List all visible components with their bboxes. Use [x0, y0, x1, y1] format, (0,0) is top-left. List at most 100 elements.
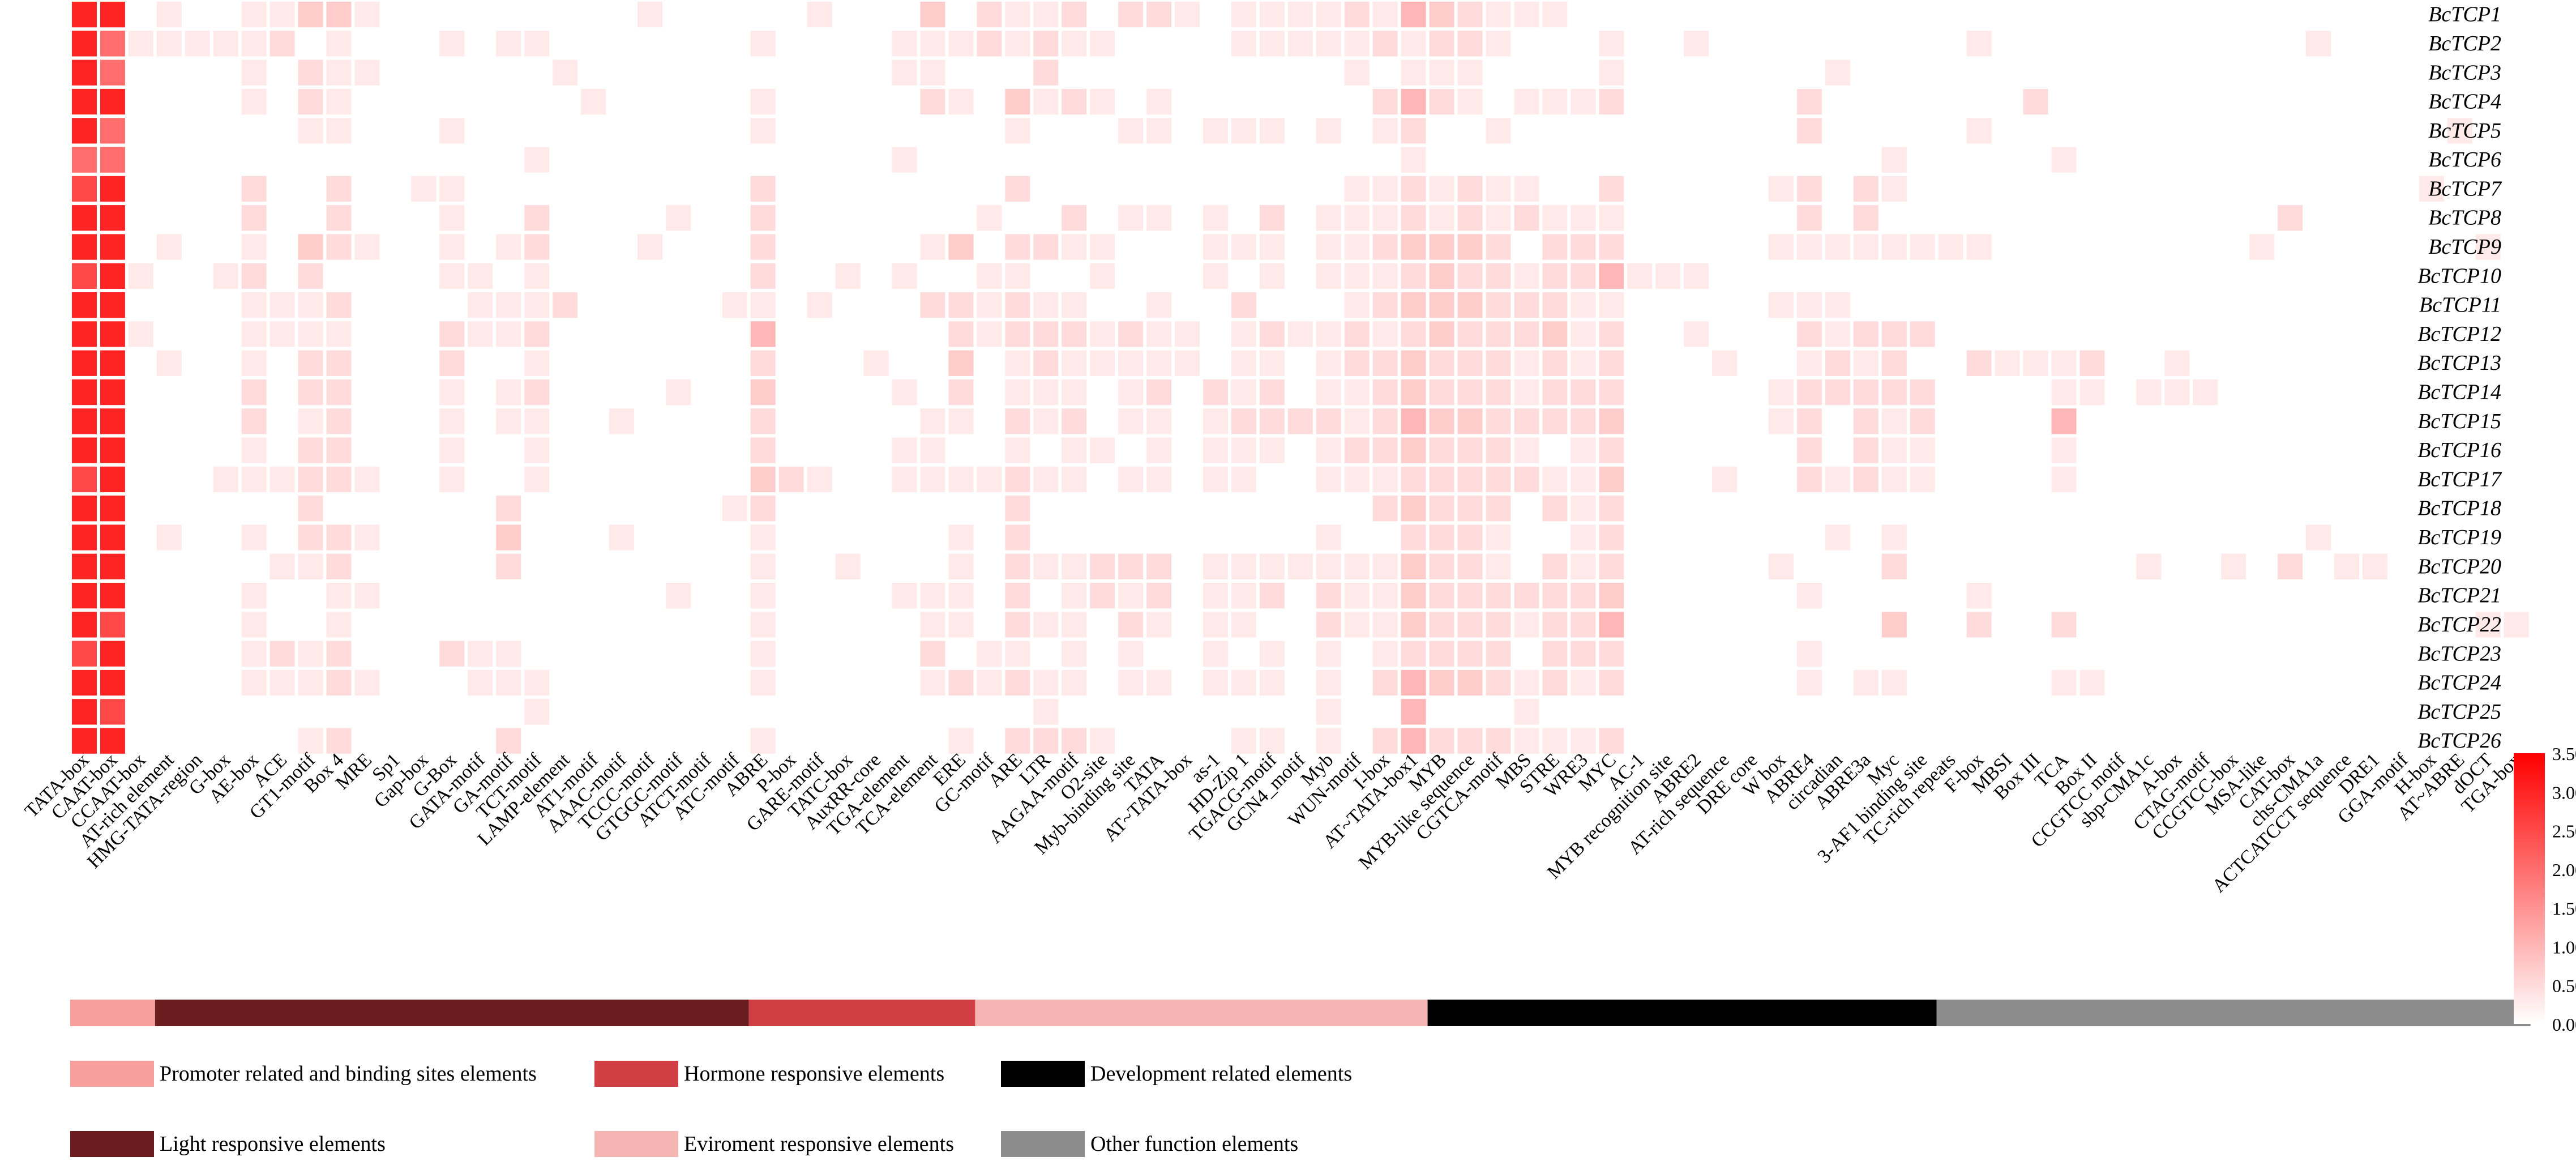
- legend-label: Other function elements: [1090, 1132, 1298, 1156]
- heatmap-cell: [1542, 728, 1568, 754]
- heatmap-cell: [1118, 583, 1144, 609]
- heatmap-cell: [496, 524, 521, 550]
- colorbar-tick-label: 0.50: [2552, 976, 2576, 996]
- heatmap-cell: [1005, 437, 1030, 463]
- category-segment: [1936, 1000, 2531, 1026]
- heatmap-cell: [1316, 641, 1341, 667]
- heatmap-cell: [665, 379, 691, 406]
- heatmap-cell: [1287, 553, 1313, 579]
- heatmap-cell: [1514, 583, 1539, 609]
- heatmap-cell: [920, 88, 945, 115]
- heatmap-cell: [1259, 553, 1285, 579]
- heatmap-cell: [1316, 408, 1341, 434]
- heatmap-cell: [1401, 205, 1426, 231]
- heatmap-cell: [1599, 321, 1624, 347]
- heatmap-cell: [1118, 669, 1144, 696]
- heatmap-cell: [439, 205, 465, 231]
- heatmap-cell: [1372, 118, 1398, 144]
- heatmap-cell: [1429, 437, 1454, 463]
- heatmap-cell: [553, 59, 578, 86]
- heatmap-cell: [1881, 176, 1907, 202]
- heatmap-cell: [1825, 350, 1850, 376]
- heatmap-cell: [1372, 379, 1398, 406]
- heatmap-cell: [1542, 583, 1568, 609]
- heatmap-cell: [1033, 234, 1059, 260]
- legend-swatch: [594, 1131, 678, 1157]
- heatmap-cell: [354, 669, 380, 696]
- heatmap-cell: [439, 234, 465, 260]
- heatmap-cell: [1090, 31, 1115, 57]
- heatmap-cell: [1542, 205, 1568, 231]
- heatmap-cell: [439, 641, 465, 667]
- heatmap-cell: [72, 612, 97, 638]
- heatmap-cell: [354, 2, 380, 28]
- heatmap-cell: [1033, 669, 1059, 696]
- heatmap-cell: [1825, 59, 1850, 86]
- heatmap-cell: [1853, 350, 1878, 376]
- legend-swatch: [1001, 1061, 1085, 1087]
- heatmap-cell: [1486, 641, 1511, 667]
- legend-label: Hormone responsive elements: [684, 1062, 944, 1086]
- heatmap-cell: [1966, 350, 1992, 376]
- heatmap-cell: [2362, 553, 2387, 579]
- heatmap-cell: [637, 234, 662, 260]
- heatmap-cell: [1005, 321, 1030, 347]
- heatmap-cell: [1118, 408, 1144, 434]
- heatmap-cell: [1853, 669, 1878, 696]
- heatmap-cell: [326, 176, 352, 202]
- heatmap-cell: [750, 31, 776, 57]
- heatmap-cell: [1486, 292, 1511, 318]
- heatmap-cell: [439, 176, 465, 202]
- heatmap-cell: [1316, 234, 1341, 260]
- heatmap-cell: [1401, 147, 1426, 173]
- heatmap-cell: [1401, 496, 1426, 522]
- category-segment: [975, 1000, 1428, 1026]
- heatmap-cell: [1571, 466, 1596, 493]
- heatmap-cell: [72, 379, 97, 406]
- heatmap-cell: [326, 59, 352, 86]
- heatmap-cell: [1372, 466, 1398, 493]
- heatmap-cell: [1542, 263, 1568, 289]
- category-segment: [1427, 1000, 1937, 1026]
- heatmap-cell: [241, 466, 267, 493]
- heatmap-cell: [1457, 496, 1483, 522]
- heatmap-cell: [1090, 437, 1115, 463]
- heatmap-cell: [354, 583, 380, 609]
- heatmap-cell: [1627, 263, 1653, 289]
- heatmap-cell: [1429, 292, 1454, 318]
- heatmap-cell: [1062, 31, 1087, 57]
- heatmap-cell: [100, 699, 125, 725]
- heatmap-cell: [72, 641, 97, 667]
- heatmap-cell: [439, 118, 465, 144]
- heatmap-cell: [948, 612, 974, 638]
- heatmap-cell: [496, 234, 521, 260]
- heatmap-cell: [948, 88, 974, 115]
- heatmap-cell: [1429, 2, 1454, 28]
- heatmap-cell: [920, 612, 945, 638]
- heatmap-cell: [1796, 88, 1822, 115]
- heatmap-cell: [1542, 641, 1568, 667]
- heatmap-cell: [2051, 350, 2077, 376]
- heatmap-cell: [298, 669, 323, 696]
- heatmap-cell: [326, 118, 352, 144]
- heatmap-cell: [1429, 612, 1454, 638]
- heatmap-cell: [1429, 728, 1454, 754]
- heatmap-cell: [1146, 379, 1172, 406]
- heatmap-cell: [241, 408, 267, 434]
- heatmap-cell: [2164, 350, 2190, 376]
- heatmap-cell: [948, 728, 974, 754]
- heatmap-cell: [213, 466, 238, 493]
- heatmap-cell: [1486, 612, 1511, 638]
- heatmap-cell: [1372, 641, 1398, 667]
- heatmap-cell: [977, 2, 1002, 28]
- heatmap-cell: [948, 466, 974, 493]
- heatmap-cell: [524, 292, 550, 318]
- heatmap-cell: [524, 669, 550, 696]
- heatmap-cell: [553, 292, 578, 318]
- heatmap-cell: [1203, 612, 1228, 638]
- heatmap-cell: [948, 350, 974, 376]
- heatmap-cell: [1910, 321, 1935, 347]
- heatmap-cell: [100, 2, 125, 28]
- heatmap-cell: [1429, 466, 1454, 493]
